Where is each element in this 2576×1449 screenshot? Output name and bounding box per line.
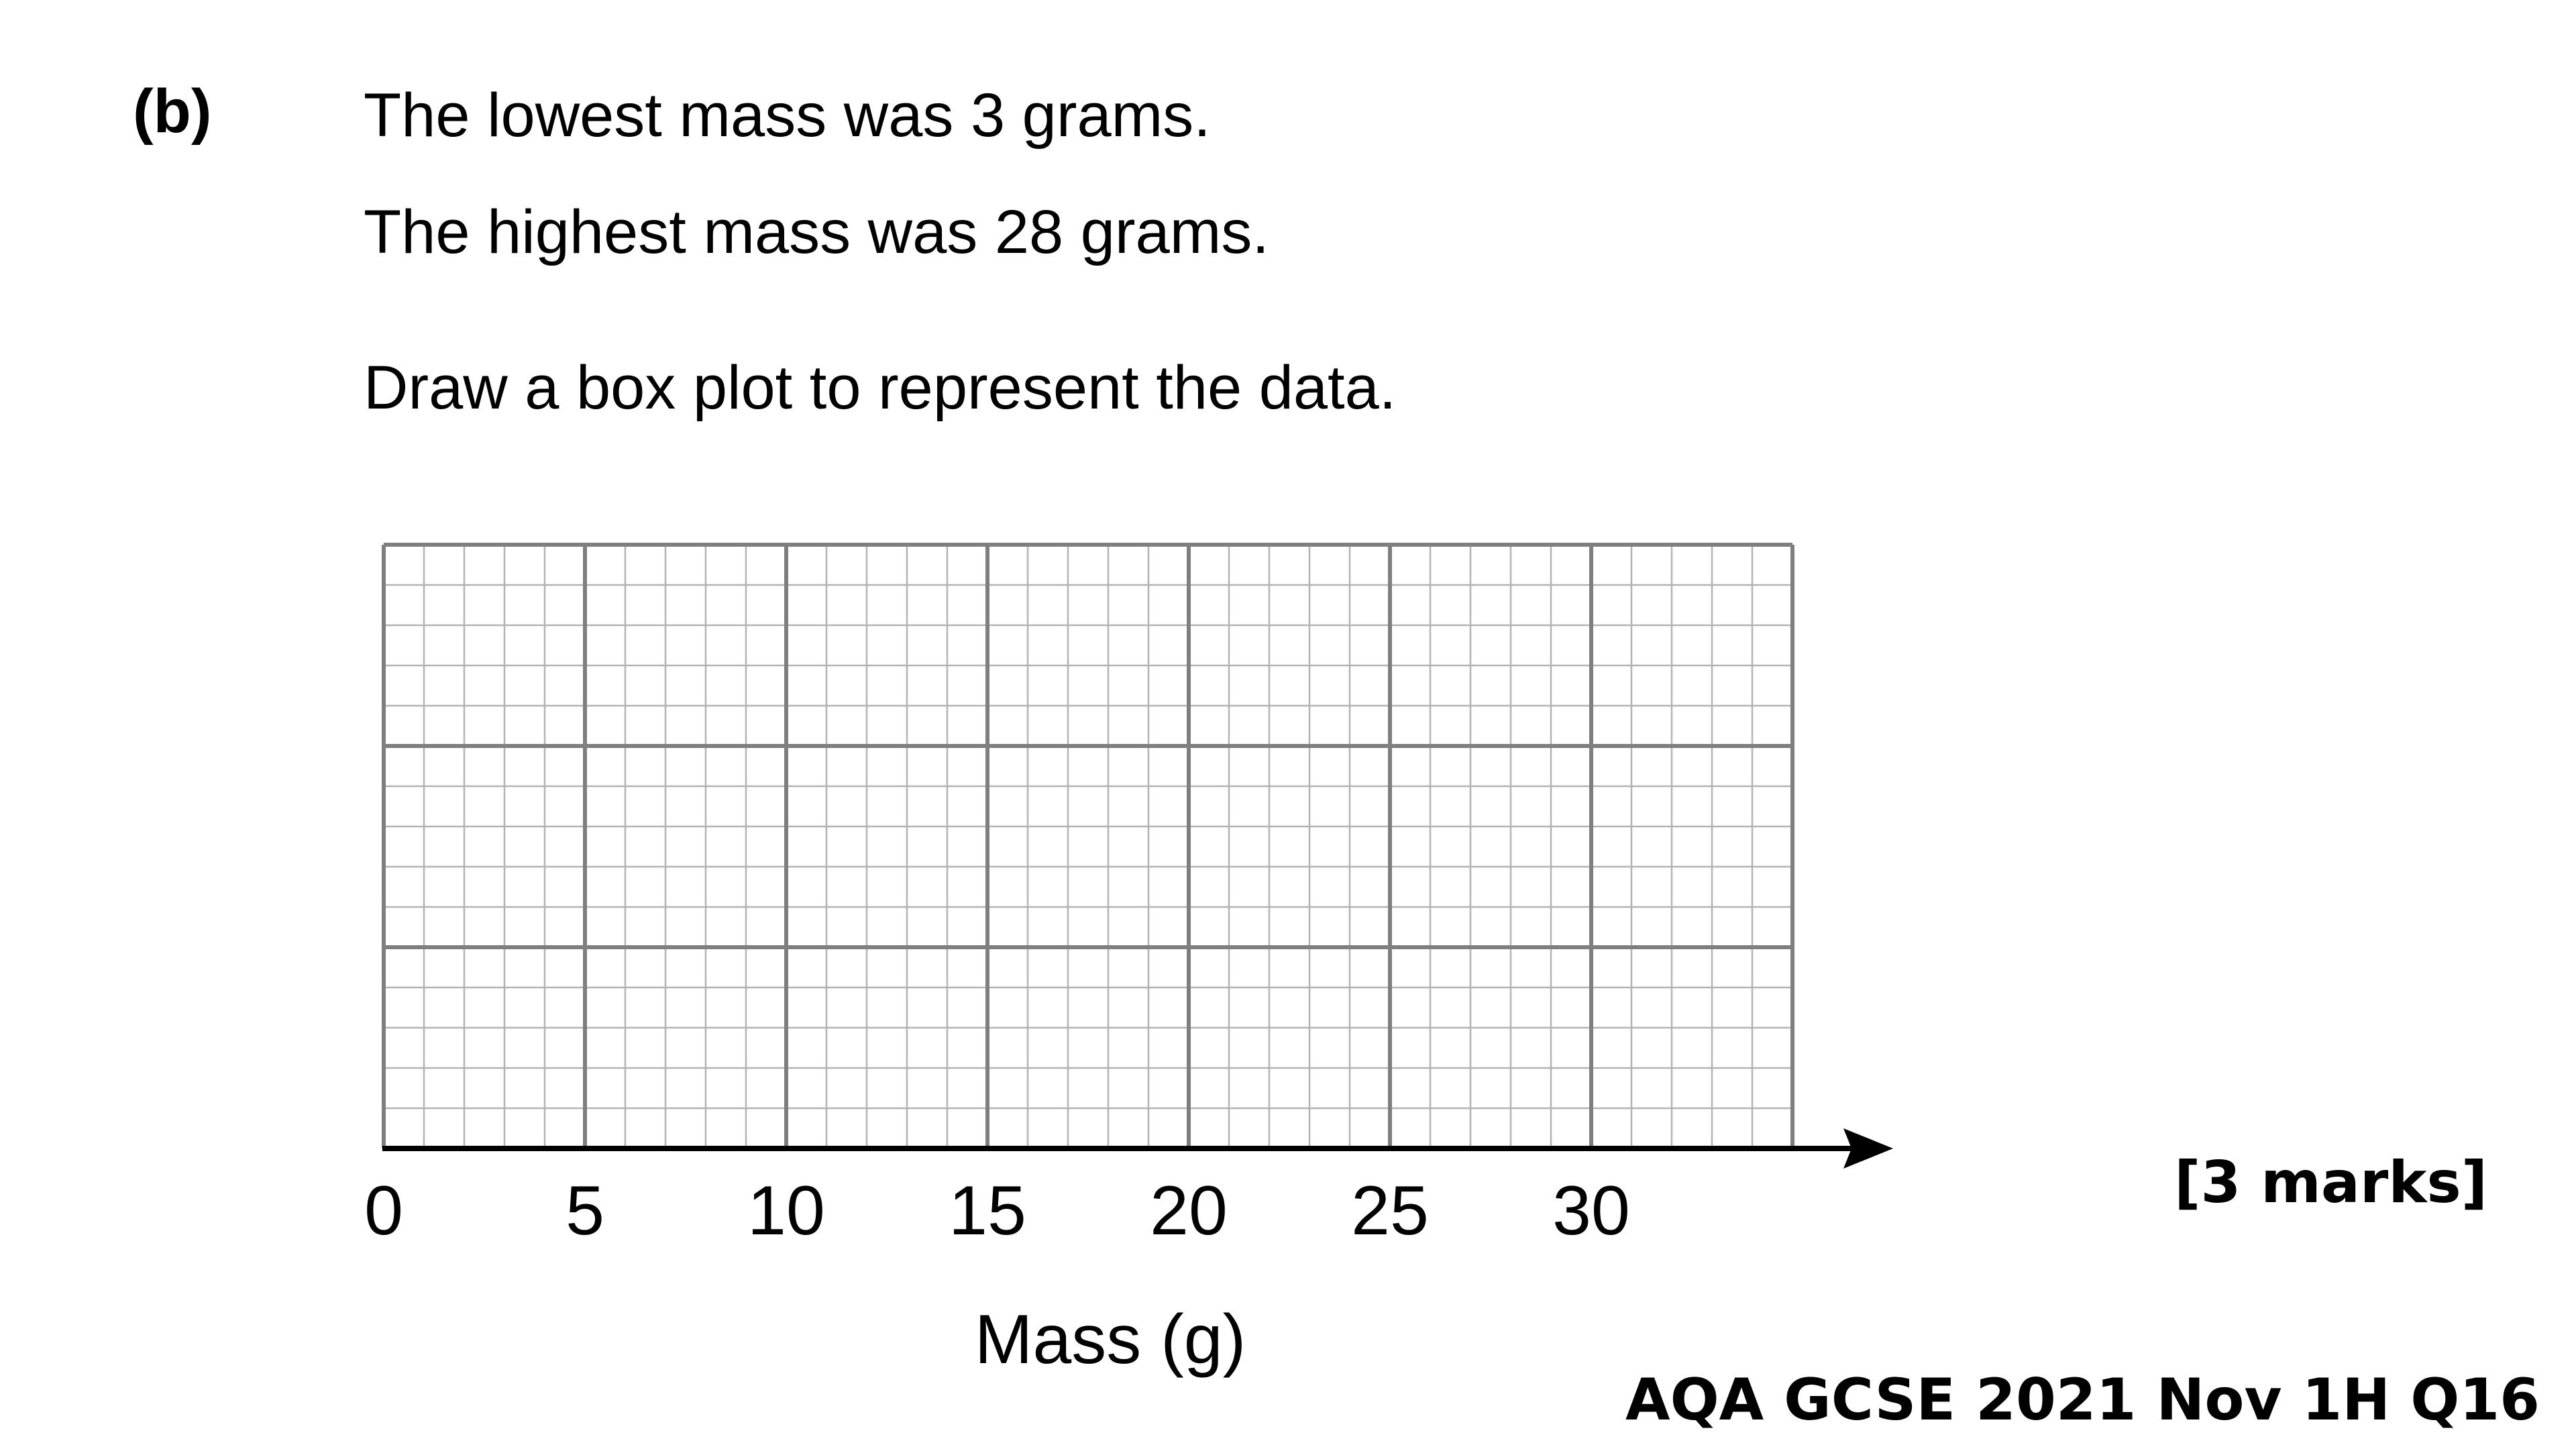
question-text-highest-mass: The highest mass was 28 grams.	[364, 198, 1269, 266]
x-axis-arrow-head	[1843, 1128, 1893, 1169]
x-tick-label: 25	[1351, 1172, 1429, 1250]
x-tick-label: 20	[1150, 1172, 1228, 1250]
x-axis-tick-labels: 0 5 10 15 20 25 30	[364, 1172, 1630, 1250]
minor-grid-lines	[384, 545, 1792, 1148]
question-part-label: (b)	[133, 77, 212, 146]
x-tick-label: 10	[747, 1172, 825, 1250]
x-axis	[382, 1128, 1893, 1169]
x-tick-label: 5	[566, 1172, 604, 1250]
x-tick-label: 30	[1552, 1172, 1630, 1250]
major-grid-lines	[382, 543, 1794, 1148]
x-axis-label: Mass (g)	[975, 1301, 1246, 1379]
x-tick-label: 15	[949, 1172, 1026, 1250]
source-label: AQA GCSE 2021 Nov 1H Q16	[1625, 1366, 2540, 1434]
x-tick-label: 0	[364, 1172, 403, 1250]
marks-label: [3 marks]	[2174, 1149, 2487, 1216]
question-text-lowest-mass: The lowest mass was 3 grams.	[364, 81, 1211, 150]
question-instruction: Draw a box plot to represent the data.	[364, 354, 1397, 422]
